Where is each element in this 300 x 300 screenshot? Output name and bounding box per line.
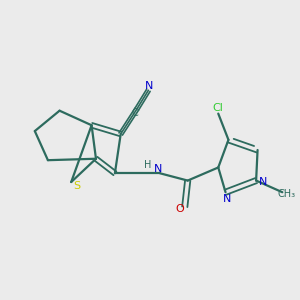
Text: S: S (73, 182, 80, 191)
Text: H: H (144, 160, 152, 170)
Text: N: N (223, 194, 231, 204)
Text: N: N (154, 164, 162, 174)
Text: Cl: Cl (212, 103, 223, 113)
Text: C: C (131, 108, 138, 118)
Text: N: N (259, 177, 268, 187)
Text: O: O (175, 204, 184, 214)
Text: N: N (145, 81, 153, 91)
Text: CH₃: CH₃ (278, 189, 296, 199)
